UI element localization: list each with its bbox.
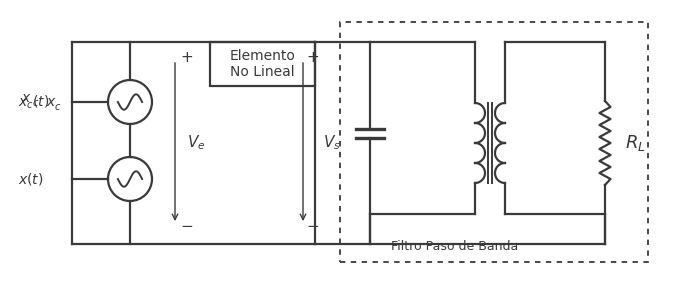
Text: x: x	[47, 95, 55, 109]
Text: $R_L$: $R_L$	[625, 133, 646, 153]
Text: $x(t)$: $x(t)$	[18, 171, 44, 187]
Text: Filtro Paso de Banda: Filtro Paso de Banda	[391, 241, 518, 254]
Text: x: x	[22, 91, 30, 105]
Text: −: −	[181, 219, 193, 234]
Text: $V_s$: $V_s$	[323, 134, 341, 152]
Text: −: −	[306, 219, 320, 234]
Text: $V_e$: $V_e$	[187, 134, 206, 152]
Text: c: c	[33, 98, 38, 108]
Text: +: +	[181, 50, 193, 65]
Bar	[210, 42, 315, 86]
Text: Elemento
No Lineal: Elemento No Lineal	[229, 49, 295, 79]
Bar	[340, 22, 648, 262]
Text: $x_c(t)$: $x_c(t)$	[18, 93, 49, 111]
Text: +: +	[306, 50, 320, 65]
Text: c: c	[55, 102, 60, 112]
